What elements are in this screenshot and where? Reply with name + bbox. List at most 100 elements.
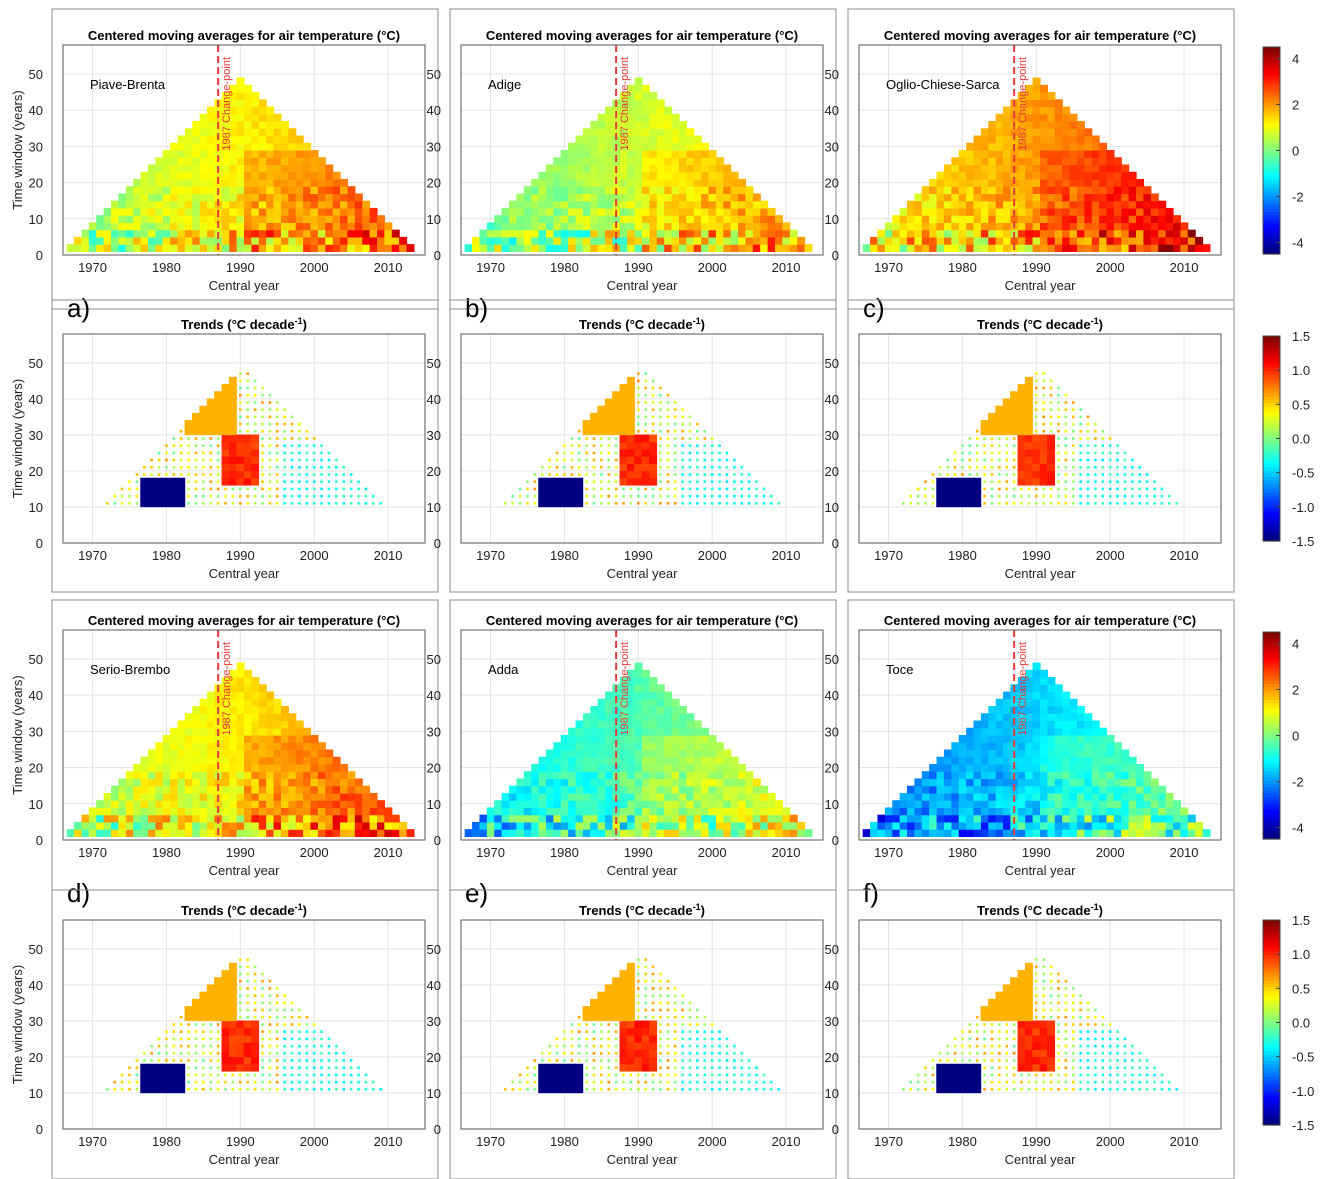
avg-cell xyxy=(649,186,658,195)
title-superscript: -1 xyxy=(693,316,701,326)
avg-cell xyxy=(244,244,252,252)
avg-cell xyxy=(155,771,164,780)
avg-cell xyxy=(1062,106,1071,115)
avg-cell xyxy=(1172,236,1181,245)
trend-cell xyxy=(575,484,584,493)
trend-cell xyxy=(659,437,662,440)
avg-cell xyxy=(111,200,120,209)
trend-cell xyxy=(1012,458,1016,462)
avg-cell xyxy=(642,135,650,144)
avg-cell xyxy=(236,121,245,129)
avg-cell xyxy=(560,792,569,801)
trend-cell xyxy=(312,1088,316,1091)
avg-cell xyxy=(1040,677,1048,685)
avg-cell xyxy=(170,200,179,209)
trend-cell xyxy=(221,384,230,392)
avg-cell xyxy=(966,749,975,758)
trend-cell xyxy=(651,379,655,383)
avg-cell xyxy=(1069,142,1078,151)
avg-cell xyxy=(943,171,952,180)
trend-cell xyxy=(973,492,982,500)
avg-cell xyxy=(1047,756,1056,765)
avg-cell xyxy=(347,829,356,837)
panel-letter: b) xyxy=(465,293,488,323)
trend-cell xyxy=(275,487,279,491)
avg-cell xyxy=(280,720,289,729)
avg-cell xyxy=(686,236,695,245)
avg-cell xyxy=(1017,92,1026,100)
basin-label: Serio-Brembo xyxy=(90,662,170,677)
avg-cell xyxy=(1025,800,1034,809)
avg-cell xyxy=(686,792,695,801)
avg-cell xyxy=(1040,807,1048,816)
trend-cell xyxy=(157,473,161,476)
x-tick-label: 2010 xyxy=(772,260,801,275)
trend-cell xyxy=(1035,502,1038,505)
avg-cell xyxy=(1076,749,1085,758)
avg-cell xyxy=(273,128,282,137)
avg-cell xyxy=(745,785,754,794)
avg-cell xyxy=(701,735,710,743)
avg-cell xyxy=(332,792,341,801)
avg-cell xyxy=(236,128,245,137)
avg-cell xyxy=(472,244,481,252)
avg-cell xyxy=(303,193,312,202)
avg-cell xyxy=(258,756,267,765)
trend-cell xyxy=(951,492,960,500)
avg-cell xyxy=(627,814,636,823)
avg-cell xyxy=(980,171,989,180)
avg-cell xyxy=(1084,800,1093,809)
trend-cell xyxy=(943,484,952,493)
avg-cell xyxy=(1106,763,1115,772)
avg-cell xyxy=(634,706,643,714)
avg-cell xyxy=(280,742,289,751)
avg-cell xyxy=(125,207,134,216)
avg-cell xyxy=(1003,222,1012,231)
avg-cell xyxy=(995,763,1004,772)
avg-cell xyxy=(1025,756,1034,765)
avg-cell xyxy=(929,193,938,202)
avg-cell xyxy=(207,215,216,224)
avg-cell xyxy=(538,800,547,809)
trend-cell xyxy=(253,415,257,419)
avg-cell xyxy=(1076,807,1085,816)
trend-cell xyxy=(172,444,176,448)
avg-cell xyxy=(914,829,923,837)
avg-cell xyxy=(582,142,591,151)
trend-cell xyxy=(1017,456,1026,464)
trend-cell xyxy=(703,451,707,455)
avg-cell xyxy=(273,200,282,209)
avg-cell xyxy=(1047,821,1056,830)
trend-cell xyxy=(582,427,591,436)
avg-cell xyxy=(340,792,349,801)
avg-cell xyxy=(612,128,621,137)
trend-cell xyxy=(1020,502,1023,505)
avg-cell xyxy=(936,229,945,238)
avg-cell xyxy=(1069,164,1078,173)
avg-cell xyxy=(1054,229,1063,238)
trend-cell xyxy=(1035,494,1038,498)
avg-cell xyxy=(266,792,275,801)
trend-cell xyxy=(1131,458,1134,462)
avg-cell xyxy=(988,785,997,794)
trend-cell xyxy=(592,487,596,491)
avg-cell xyxy=(553,171,562,180)
avg-cell xyxy=(1172,821,1181,830)
avg-cell xyxy=(1069,178,1078,187)
avg-cell xyxy=(325,200,334,209)
avg-cell xyxy=(1091,821,1100,830)
avg-cell xyxy=(280,200,289,209)
avg-cell xyxy=(980,164,989,173)
avg-cell xyxy=(1106,186,1115,195)
trend-cell xyxy=(298,1080,301,1084)
trend-cell xyxy=(1086,502,1090,505)
avg-cell xyxy=(251,677,260,685)
trend-cell xyxy=(261,437,264,440)
avg-cell xyxy=(1121,171,1130,180)
avg-cell xyxy=(804,829,813,837)
avg-cell xyxy=(516,807,525,816)
avg-cell xyxy=(1091,771,1100,780)
avg-cell xyxy=(251,157,260,166)
trend-cell xyxy=(634,441,643,450)
avg-cell xyxy=(340,236,349,245)
